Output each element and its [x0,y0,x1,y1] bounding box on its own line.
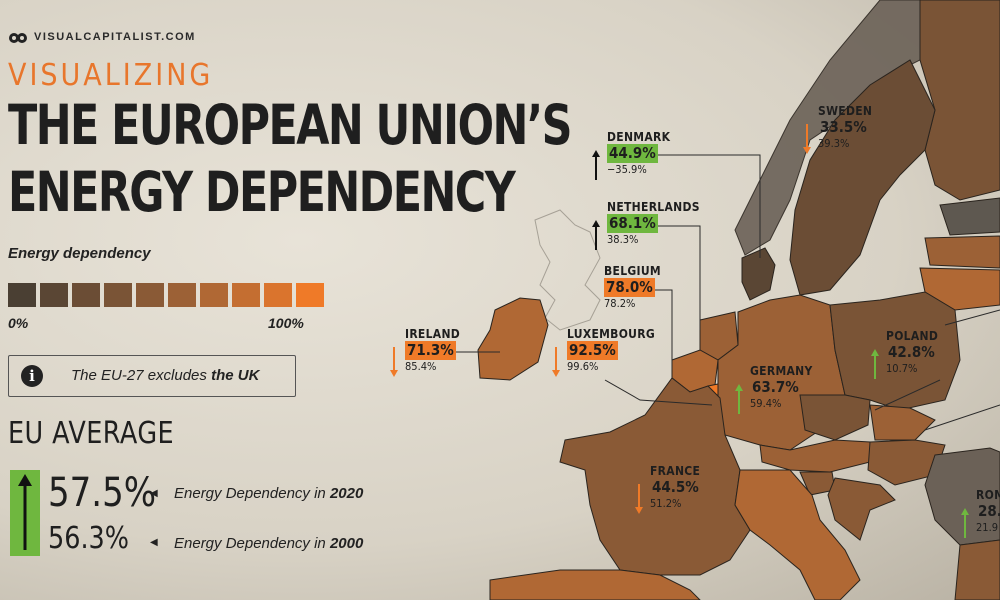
country-label-belgium: BELGIUM 78.0% 78.2% [592,264,661,310]
eu-average-2000-label: Energy Dependency in 2000 [174,535,364,552]
luxembourg-connector [604,379,713,406]
legend-swatch [168,283,196,307]
country-label-netherlands: NETHERLANDS 68.1% 38.3% [592,200,700,250]
uk-note: i The EU-27 excludes the UK [8,355,296,397]
note-text: The EU-27 excludes the UK [71,367,260,384]
trend-arrow-icon [592,150,600,180]
spain-shape [489,569,701,600]
legend-swatch [8,283,36,307]
title-line-1: THE EUROPEAN UNION’S [8,93,572,157]
country-label-ireland: IRELAND 71.3% 85.4% [390,327,460,377]
legend-swatch [72,283,100,307]
country-label-poland: POLAND 42.8% 10.7% [871,329,938,379]
croatia-shape [827,477,896,541]
poland-connector [874,379,941,411]
finland-shape [919,0,1000,201]
country-label-romania: ROMA 28. 21.9 [961,488,1000,538]
legend-swatch [40,283,68,307]
pointer-left-icon: ◀ [150,537,158,548]
trend-arrow-icon [735,384,743,414]
legend-max-label: 100% [268,315,304,331]
country-label-germany: GERMANY 63.7% 59.4% [735,364,813,414]
netherlands-connector [655,225,701,330]
legend-swatch [136,283,164,307]
legend-swatch [296,283,324,307]
czechia-shape [799,394,871,441]
legend-min-label: 0% [8,315,29,331]
info-icon: i [21,365,43,387]
denmark-connector [655,154,761,258]
legend-swatch [264,283,292,307]
slovakia-shape [869,404,936,441]
belgium-connector [655,289,673,370]
up-arrow-icon [18,474,32,550]
trend-arrow-icon [390,347,398,377]
eu-average-2000-value: 56.3% [48,521,130,556]
eu-average-2020-value: 57.5% [48,470,157,516]
eu-average-title: EU AVERAGE [8,416,175,451]
trend-arrow-icon [635,484,643,514]
country-label-sweden: SWEDEN 33.5% 39.3% [803,104,872,154]
trend-arrow-icon [871,349,879,379]
bulgaria-shape [954,539,1000,600]
trend-arrow-icon [588,284,598,314]
italy-shape [734,469,861,600]
country-label-france: FRANCE 44.5% 51.2% [635,464,701,514]
legend-swatch [200,283,228,307]
brand-name: VISUALCAPITALIST.COM [34,31,196,43]
lithuania-shape [919,267,1000,311]
title-line-2: ENERGY DEPENDENCY [8,160,516,224]
trend-arrow-icon [803,124,811,154]
legend-title: Energy dependency [8,245,151,262]
denmark-shape [741,247,776,301]
estonia-shape [939,197,1000,236]
other-connector-2 [924,404,1000,431]
legend-swatch [104,283,132,307]
sweden-shape [789,59,936,296]
trend-arrow-icon [552,347,560,377]
title-kicker: VISUALIZING [8,58,214,93]
eu-average-2020-label: Energy Dependency in 2020 [174,485,364,502]
other-connector-1 [944,309,1000,326]
latvia-shape [924,235,1000,269]
poland-shape [829,291,961,411]
ireland-shape [477,297,549,381]
country-label-luxembourg: LUXEMBOURG 92.5% 99.6% [552,327,655,377]
norway-shape [734,0,921,256]
legend-scale [8,283,324,307]
country-label-denmark: DENMARK 44.9% −35.9% [592,130,670,180]
legend-swatch [232,283,260,307]
trend-arrow-icon [592,220,600,250]
brand-logo-icon [9,33,27,43]
pointer-left-icon: ◀ [150,488,158,499]
trend-arrow-icon [961,508,969,538]
